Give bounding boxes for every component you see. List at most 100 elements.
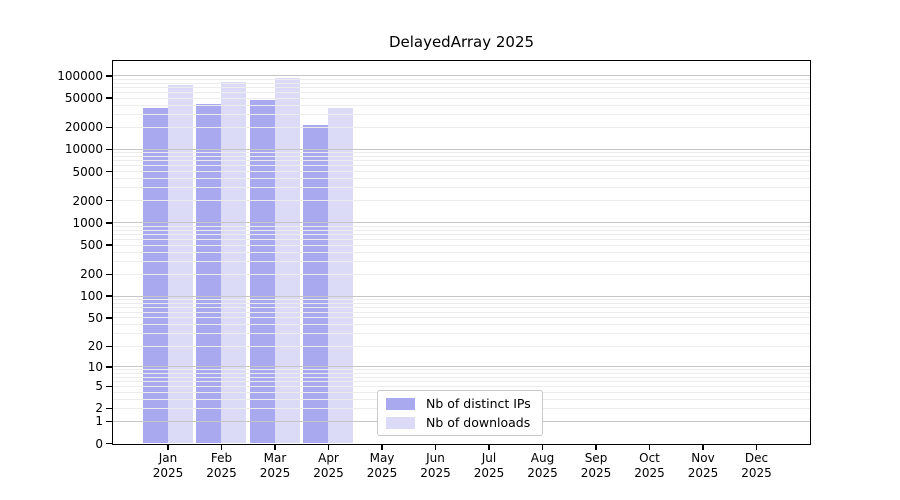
x-tick-label: Nov 2025 (687, 451, 719, 480)
bar-nb-of-downloads-apr (328, 107, 353, 443)
gridline-minor (113, 165, 810, 167)
y-tick-label: 50 (87, 310, 103, 325)
x-tick-label: Feb 2025 (206, 451, 237, 480)
y-tick (105, 420, 113, 422)
gridline-minor (113, 78, 810, 80)
legend: Nb of distinct IPs Nb of downloads (377, 390, 543, 436)
gridline-minor (113, 273, 810, 275)
bar-nb-of-downloads-jan (167, 85, 193, 443)
gridline-minor (113, 372, 810, 374)
y-tick-label: 1 (95, 414, 103, 429)
y-tick-label: 5000 (72, 164, 103, 179)
x-tick (167, 445, 169, 450)
gridline-minor (113, 229, 810, 231)
y-tick-label: 200 (80, 267, 103, 282)
x-tick-label: Dec 2025 (741, 451, 772, 480)
y-tick-label: 2000 (72, 193, 103, 208)
gridline-minor (113, 369, 810, 371)
gridline-major (113, 366, 810, 368)
x-tick-label: Mar 2025 (259, 451, 291, 480)
gridline-minor (113, 152, 810, 154)
gridline-minor (113, 317, 810, 319)
bar-nb-of-downloads-mar (274, 77, 300, 443)
y-tick-label: 10 (87, 359, 103, 374)
gridline-minor (113, 171, 810, 173)
y-tick (105, 407, 113, 410)
y-tick-label: 20 (87, 339, 103, 354)
x-tick-label: Jun 2025 (420, 451, 451, 480)
gridline-minor (113, 380, 810, 382)
bar-nb-of-distinct-ips-apr (303, 125, 328, 443)
gridline-minor (113, 178, 810, 180)
y-tick (105, 273, 113, 275)
gridline-minor (113, 113, 810, 115)
x-tick-label: Aug 2025 (527, 451, 558, 480)
gridline-minor (113, 225, 810, 227)
gridline-minor (113, 345, 810, 347)
y-tick (105, 244, 113, 246)
bar-nb-of-distinct-ips-feb (196, 103, 221, 443)
y-tick (105, 200, 113, 202)
gridline-minor (113, 126, 810, 128)
x-tick-label: Sep 2025 (580, 451, 612, 480)
x-tick (648, 445, 651, 450)
gridline-major (113, 295, 810, 297)
x-tick-label: Oct 2025 (634, 451, 665, 480)
gridline-minor (113, 298, 810, 300)
bar-nb-of-downloads-feb (221, 81, 246, 443)
y-tick-label: 1000 (72, 215, 103, 230)
y-tick-label: 100000 (57, 68, 103, 83)
y-tick (105, 366, 113, 368)
y-tick-label: 20000 (64, 120, 103, 135)
y-tick-label: 500 (80, 238, 103, 252)
bars-layer (113, 61, 810, 444)
gridline-minor (113, 82, 810, 84)
y-tick (105, 295, 113, 297)
legend-item-downloads: Nb of downloads (386, 415, 542, 430)
bar-nb-of-distinct-ips-mar (249, 99, 275, 443)
y-tick (105, 75, 113, 77)
x-tick (434, 445, 437, 450)
gridline-major (113, 222, 810, 224)
chart-title: DelayedArray 2025 (388, 33, 535, 51)
y-tick (105, 222, 113, 224)
x-tick-label: Jul 2025 (473, 451, 505, 480)
gridline-minor (113, 324, 810, 326)
y-tick-label: 5 (95, 379, 103, 394)
legend-swatch-downloads (386, 416, 415, 429)
gridline-minor (113, 104, 810, 106)
legend-label-distinct-ips: Nb of distinct IPs (426, 396, 531, 411)
y-tick-label: 50000 (64, 91, 103, 106)
y-tick-label: 10000 (64, 142, 103, 157)
y-tick (105, 345, 113, 347)
y-tick (105, 126, 113, 128)
gridline-minor (113, 376, 810, 378)
gridline-minor (113, 233, 810, 235)
x-tick (327, 445, 330, 450)
x-tick (220, 445, 223, 450)
gridline-minor (113, 385, 810, 387)
gridline-minor (113, 311, 810, 313)
gridline-minor (113, 156, 810, 158)
y-tick-label: 2 (95, 401, 103, 416)
gridline-minor (113, 238, 810, 240)
y-tick-label: 100 (80, 289, 103, 304)
gridline-minor (113, 187, 810, 189)
x-tick (541, 445, 544, 450)
y-tick-label: 0 (95, 436, 103, 451)
gridline-minor (113, 97, 810, 99)
x-tick (274, 445, 276, 450)
y-tick (105, 148, 113, 151)
x-tick (488, 445, 490, 450)
y-tick (105, 170, 113, 173)
gridline-minor (113, 306, 810, 308)
gridline-major (113, 75, 810, 77)
gridline-minor (113, 302, 810, 304)
gridline-minor (113, 160, 810, 162)
gridline-minor (113, 333, 810, 335)
gridline-minor (113, 260, 810, 262)
y-tick (105, 317, 113, 319)
y-tick (105, 97, 113, 99)
gridline-minor (113, 200, 810, 202)
